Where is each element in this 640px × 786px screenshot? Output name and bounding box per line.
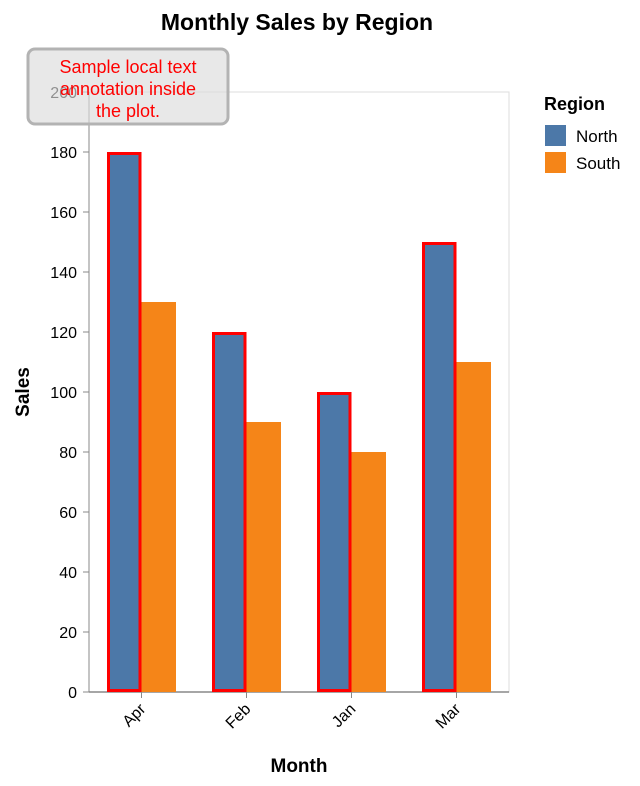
bar-south-mar	[456, 362, 491, 692]
bar-south-feb	[246, 422, 281, 692]
legend-swatch-north	[545, 125, 566, 146]
y-tick-label: 60	[59, 505, 77, 522]
x-axis: Apr Feb Jan Mar	[89, 691, 509, 733]
bar-south-apr	[141, 302, 176, 692]
y-tick-label: 20	[59, 625, 77, 642]
legend-label-north: North	[576, 127, 618, 146]
bar-north-apr	[107, 152, 142, 692]
legend-title: Region	[544, 94, 605, 114]
x-tick-label: Feb	[223, 701, 255, 733]
y-tick-label: 0	[68, 685, 77, 702]
legend: Region North South	[544, 94, 620, 173]
y-tick-label: 160	[50, 205, 77, 222]
annotation-box	[26, 47, 230, 126]
y-tick-label: 40	[59, 565, 77, 582]
bar-north-mar	[422, 242, 457, 692]
y-tick-label: 80	[59, 445, 77, 462]
legend-swatch-south	[545, 152, 566, 173]
bar-north-feb	[212, 332, 247, 692]
chart-title: Monthly Sales by Region	[161, 9, 433, 35]
x-tick-label: Mar	[433, 700, 465, 732]
legend-label-south: South	[576, 154, 620, 173]
x-tick-label: Jan	[329, 701, 359, 731]
annotation-line-2: annotation inside	[60, 79, 196, 99]
x-axis-title: Month	[271, 756, 328, 777]
y-tick-label: 140	[50, 265, 77, 282]
y-tick-label: 100	[50, 385, 77, 402]
y-tick-label: 120	[50, 325, 77, 342]
y-tick-label: 180	[50, 145, 77, 162]
y-axis: 020406080100120140160180200	[50, 85, 90, 702]
annotation: Sample local text annotation inside the …	[26, 47, 230, 126]
annotation-line-3: the plot.	[96, 101, 160, 121]
bar-south-jan	[351, 452, 386, 692]
x-tick-label: Apr	[120, 700, 150, 730]
annotation-line-1: Sample local text	[59, 57, 196, 77]
bar-north-jan	[317, 392, 352, 692]
bars	[107, 152, 491, 692]
y-axis-title: Sales	[13, 367, 34, 417]
